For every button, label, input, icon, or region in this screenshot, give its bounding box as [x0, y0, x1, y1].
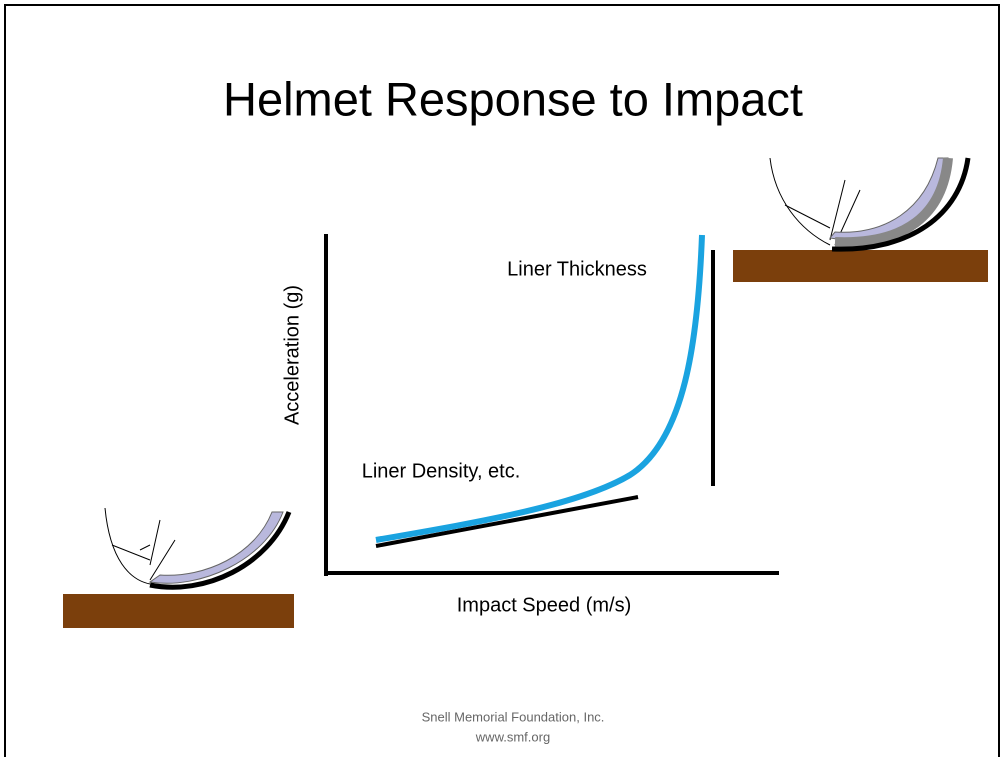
- x-axis-label: Impact Speed (m/s): [457, 594, 632, 616]
- footer-text: www.smf.org: [475, 729, 550, 744]
- slide-frame: [4, 4, 1000, 757]
- response-curve: [375, 234, 705, 543]
- helmet-left: [63, 507, 294, 628]
- footer-text: Snell Memorial Foundation, Inc.: [422, 709, 605, 724]
- helmet-right: [733, 157, 988, 282]
- annotation: Liner Thickness: [507, 258, 647, 280]
- annotation: Liner Density, etc.: [362, 460, 521, 482]
- y-axis-label: Acceleration (g): [281, 285, 303, 425]
- slide-title: Helmet Response to Impact: [223, 72, 803, 125]
- density-line: [375, 495, 639, 548]
